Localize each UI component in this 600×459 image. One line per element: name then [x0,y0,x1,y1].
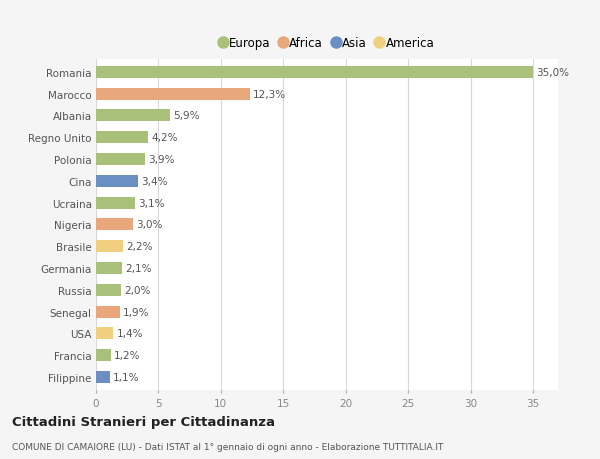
Text: 1,1%: 1,1% [113,372,139,382]
Text: 3,9%: 3,9% [148,155,175,165]
Bar [96,349,111,361]
Bar [96,175,139,187]
Text: 3,4%: 3,4% [142,176,168,186]
Text: 2,2%: 2,2% [127,241,153,252]
Text: COMUNE DI CAMAIORE (LU) - Dati ISTAT al 1° gennaio di ogni anno - Elaborazione T: COMUNE DI CAMAIORE (LU) - Dati ISTAT al … [12,442,443,451]
Text: 1,2%: 1,2% [114,350,140,360]
Text: Cittadini Stranieri per Cittadinanza: Cittadini Stranieri per Cittadinanza [12,415,275,428]
Text: 1,9%: 1,9% [123,307,149,317]
Bar [96,263,122,274]
Text: 2,0%: 2,0% [124,285,151,295]
Text: 35,0%: 35,0% [536,68,569,78]
Text: 4,2%: 4,2% [152,133,178,143]
Bar [96,89,250,101]
Bar [96,219,133,231]
Bar [96,284,121,296]
Bar [96,197,135,209]
Bar [96,371,110,383]
Text: 1,4%: 1,4% [116,329,143,339]
Text: 3,1%: 3,1% [138,198,164,208]
Text: 3,0%: 3,0% [137,220,163,230]
Bar [96,241,124,252]
Text: 12,3%: 12,3% [253,90,286,100]
Bar [96,67,533,78]
Text: 2,1%: 2,1% [125,263,152,274]
Legend: Europa, Africa, Asia, America: Europa, Africa, Asia, America [215,33,439,55]
Bar [96,132,148,144]
Bar [96,154,145,166]
Bar [96,328,113,340]
Text: 5,9%: 5,9% [173,111,199,121]
Bar [96,110,170,122]
Bar [96,306,120,318]
